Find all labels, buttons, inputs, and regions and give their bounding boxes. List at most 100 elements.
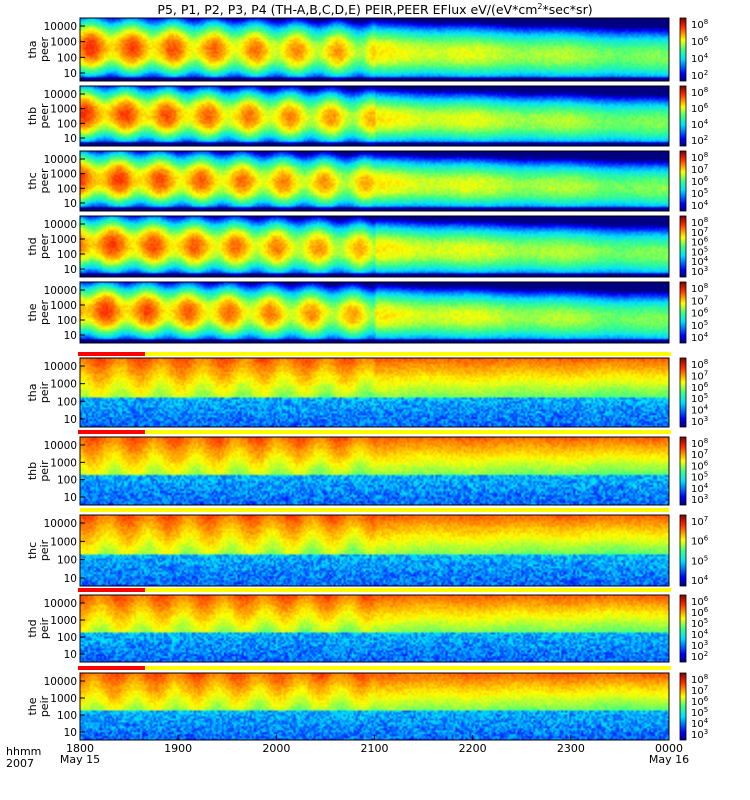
y-tick-label: 100 — [57, 555, 77, 567]
spectrogram-image — [80, 216, 669, 277]
time-axis: hhmm 2007 1800 1900 2000 2100 2200 2300 0000 M… — [6, 735, 689, 770]
y-tick-label: 10000 — [44, 598, 77, 610]
flag-bar-background — [78, 430, 671, 434]
colorbar-label: 102 — [691, 69, 708, 82]
panel-frame — [79, 357, 670, 428]
colorbar-label: 108 — [691, 437, 708, 450]
colorbar — [679, 281, 687, 344]
y-tick-label: 1000 — [50, 37, 77, 49]
y-tick-label: 100 — [57, 396, 77, 408]
colorbar-label: 108 — [691, 216, 708, 229]
panel-frame — [79, 281, 670, 344]
colorbar-label: 105 — [691, 617, 708, 630]
colorbar — [679, 514, 687, 587]
spectrogram-image — [80, 437, 669, 505]
product-label: peer — [38, 300, 51, 326]
flag-bar-background — [78, 666, 671, 670]
y-tick-label: 10 — [64, 492, 77, 504]
panel-thc-peir: thc peir 10000 1000 100 10 107 106 105 104 — [26, 514, 709, 592]
colorbar-label: 105 — [691, 319, 708, 332]
colorbar-label: 108 — [691, 18, 708, 31]
flag-bar-red — [78, 352, 145, 356]
colorbar-label: 104 — [691, 628, 709, 641]
colorbar-label: 106 — [691, 459, 709, 472]
product-label: peir — [38, 539, 51, 561]
colorbar — [679, 17, 687, 82]
colorbar-label: 104 — [691, 717, 709, 730]
panel-thb-peer: thb peer 10000 1000 100 10 108 106 104 102 — [26, 85, 709, 147]
product-label: peir — [38, 381, 51, 403]
flag-bar-red — [78, 666, 145, 670]
colorbar-label: 106 — [691, 606, 709, 619]
colorbar-label: 107 — [691, 294, 708, 307]
spectrogram-image — [80, 358, 669, 427]
colorbar-label: 108 — [691, 358, 708, 371]
colorbar-label: 103 — [691, 639, 708, 652]
colorbar-label: 106 — [691, 381, 709, 394]
y-tick-label: 100 — [57, 315, 77, 327]
colorbar-label: 106 — [691, 175, 709, 188]
probe-label: thb — [26, 462, 39, 480]
probe-label: tha — [26, 383, 39, 401]
colorbar-label: 103 — [691, 265, 708, 278]
colorbar-label: 106 — [691, 307, 709, 320]
colorbar-label: 108 — [691, 151, 708, 164]
time-tick-label: 2100 — [361, 742, 389, 755]
panel-frame — [79, 17, 670, 82]
y-tick-label: 10 — [64, 414, 77, 426]
panel-frame — [79, 215, 670, 278]
colorbar-label: 107 — [691, 163, 708, 176]
spectrogram-image — [80, 595, 669, 662]
product-label: peer — [38, 103, 51, 129]
panel-frame — [79, 594, 670, 663]
colorbar-label: 108 — [691, 86, 708, 99]
colorbar-label: 107 — [691, 226, 708, 239]
panel-frame — [79, 150, 670, 212]
colorbar-label: 108 — [691, 282, 708, 295]
colorbar-label: 104 — [691, 574, 709, 587]
colorbar-label: 104 — [691, 331, 709, 344]
product-label: peir — [38, 617, 51, 639]
panel-tha-peer: tha peer 10000 1000 100 10 108 106 104 102 — [26, 17, 709, 82]
colorbar-label: 106 — [691, 535, 709, 548]
y-tick-label: 10 — [64, 649, 77, 661]
y-tick-label: 10000 — [44, 676, 77, 688]
y-tick-label: 10 — [64, 727, 77, 739]
y-tick-label: 1000 — [50, 300, 77, 312]
product-label: peir — [38, 460, 51, 482]
panel-frame — [79, 85, 670, 147]
colorbar-label: 107 — [691, 684, 708, 697]
colorbar-label: 103 — [691, 728, 708, 741]
colorbar-label: 105 — [691, 706, 708, 719]
product-label: peer — [38, 168, 51, 194]
y-tick-label: 10000 — [44, 285, 77, 297]
probe-label: tha — [26, 40, 39, 58]
colorbar-label: 102 — [691, 650, 708, 663]
colorbar-label: 108 — [691, 673, 708, 686]
colorbar-label: 102 — [691, 134, 708, 147]
flag-bar-background — [78, 588, 671, 592]
colorbar — [679, 150, 687, 212]
colorbar-label: 104 — [691, 118, 709, 131]
colorbar-label: 105 — [691, 554, 708, 567]
flag-bar-red — [78, 588, 145, 592]
spectrogram-image — [80, 86, 669, 146]
time-tick-label: 0000 — [655, 742, 683, 755]
y-tick-label: 100 — [57, 183, 77, 195]
colorbar-label: 107 — [691, 369, 708, 382]
y-tick-label: 10000 — [44, 89, 77, 101]
y-tick-label: 10000 — [44, 154, 77, 166]
title-prefix: P5, P1, P2, P3, P4 (TH-A,B,C,D,E) PEIR,P… — [157, 2, 537, 17]
spectrogram-image — [80, 151, 669, 211]
time-tick-label: 2000 — [262, 742, 290, 755]
probe-label: thc — [26, 542, 39, 559]
y-tick-label: 10000 — [44, 440, 77, 452]
colorbar-label: 106 — [691, 102, 709, 115]
probe-label: the — [26, 697, 39, 715]
probe-label: the — [26, 303, 39, 321]
